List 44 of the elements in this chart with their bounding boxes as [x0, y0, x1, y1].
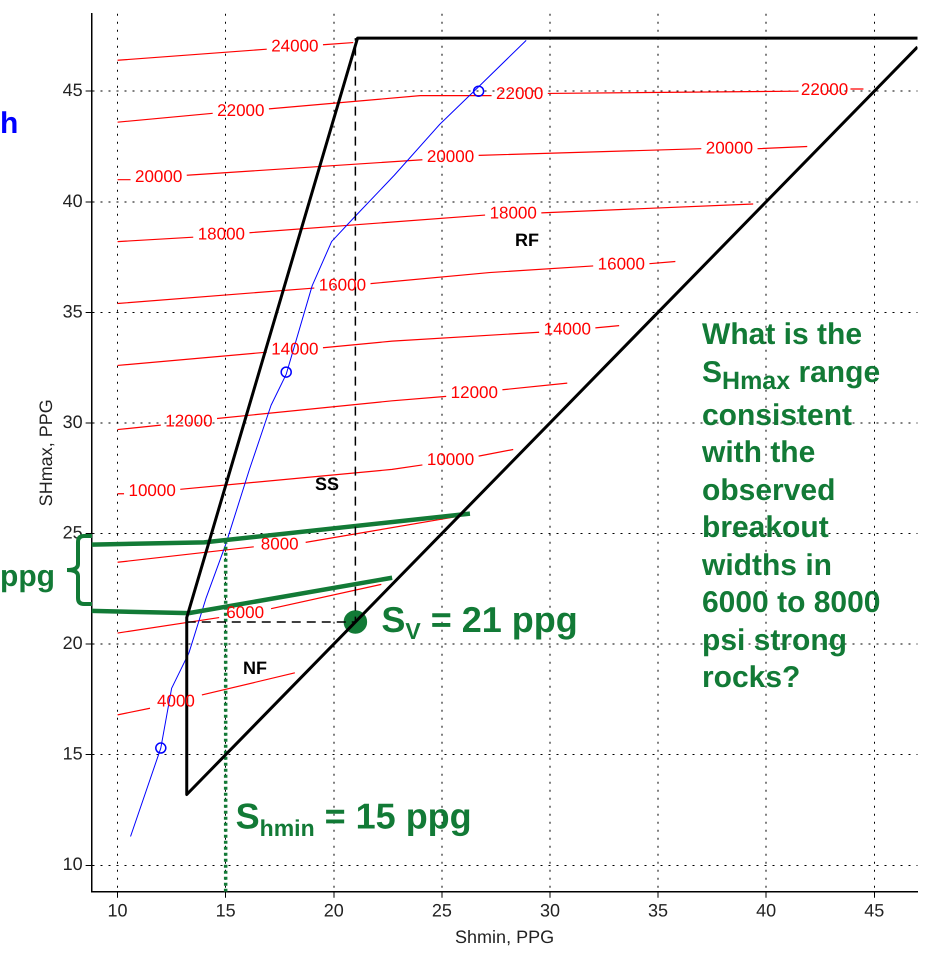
- x-tick-label: 10: [108, 900, 128, 921]
- x-tick-label: 45: [864, 900, 884, 921]
- x-tick-label: 30: [540, 900, 560, 921]
- y-tick-label: 10: [62, 854, 83, 874]
- point: [155, 742, 167, 754]
- series-label: 6000: [226, 602, 264, 622]
- annotation: RF: [515, 228, 539, 252]
- y-tick-label: 45: [62, 80, 83, 100]
- text: 22000: [496, 84, 544, 104]
- series-label: 22000: [800, 80, 848, 99]
- text: 12000: [450, 382, 498, 402]
- y-tick-label: 35: [62, 301, 83, 322]
- text: What is the S$_{Hmax}$ range consistent with the observed breakout widths in 6000 to 8000 psi strong rocks?: [702, 318, 880, 694]
- x-tick-label: 40: [756, 900, 776, 921]
- text: h: [0, 106, 18, 142]
- series-label: 8000: [260, 534, 299, 554]
- point: [280, 366, 292, 378]
- text: 14000: [544, 320, 591, 339]
- y-tick-label: 15: [62, 744, 83, 764]
- x-tick-label: 20: [324, 900, 344, 921]
- annotation: SS: [314, 472, 340, 496]
- y-tick-label: 40: [62, 190, 83, 211]
- y-tick-label: 30: [62, 412, 83, 432]
- text: ppg: [0, 559, 55, 595]
- text: 18000: [198, 224, 245, 244]
- point: [472, 85, 484, 97]
- text: 20000: [426, 147, 474, 166]
- x-axis-title: Shmin, PPG: [455, 927, 554, 948]
- x-tick-label: 35: [648, 900, 668, 921]
- series-label: 10000: [128, 481, 176, 500]
- text: 16000: [318, 276, 366, 295]
- annotation: NF: [243, 656, 267, 680]
- series-label: 18000: [490, 204, 537, 223]
- x-tick-label: 25: [432, 900, 452, 921]
- x-tick-label: 15: [216, 900, 236, 921]
- series-label: 12000: [165, 412, 213, 431]
- series-label: 16000: [598, 254, 645, 274]
- series-label: 24000: [271, 36, 318, 56]
- series-label: 20000: [706, 138, 754, 158]
- y-tick-label: 20: [62, 633, 83, 654]
- y-axis-title: SHmax, PPG: [36, 399, 56, 506]
- text: 10000: [426, 450, 474, 470]
- text: 20000: [135, 167, 182, 186]
- text: 22000: [217, 100, 264, 120]
